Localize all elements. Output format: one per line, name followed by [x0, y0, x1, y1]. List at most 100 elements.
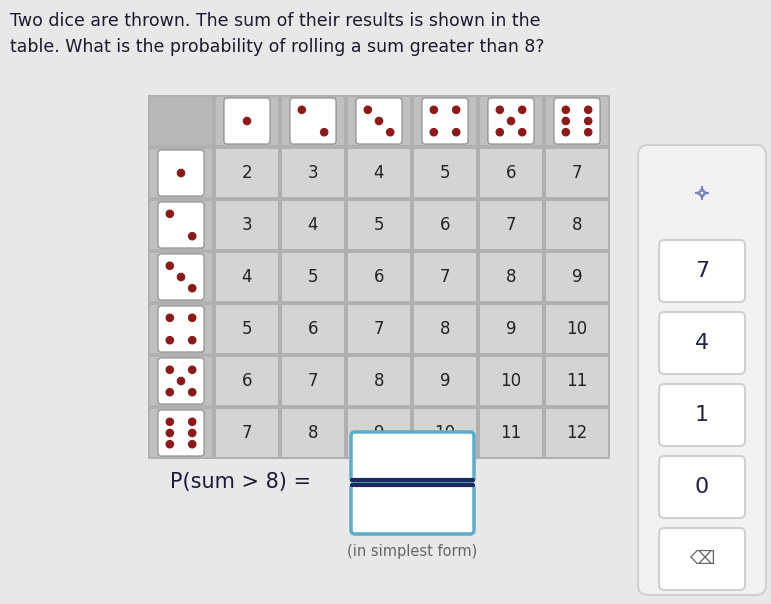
FancyBboxPatch shape [480, 357, 542, 405]
Circle shape [430, 129, 437, 136]
FancyBboxPatch shape [546, 253, 608, 301]
FancyBboxPatch shape [150, 409, 212, 457]
Text: 8: 8 [506, 268, 517, 286]
FancyBboxPatch shape [282, 357, 344, 405]
FancyBboxPatch shape [414, 357, 476, 405]
Text: 8: 8 [439, 320, 450, 338]
Circle shape [497, 129, 503, 136]
Text: 7: 7 [695, 261, 709, 281]
Circle shape [177, 274, 184, 281]
Circle shape [167, 366, 173, 373]
FancyBboxPatch shape [216, 305, 278, 353]
FancyBboxPatch shape [546, 409, 608, 457]
FancyBboxPatch shape [348, 201, 410, 249]
Text: 11: 11 [567, 372, 588, 390]
Text: 6: 6 [374, 268, 384, 286]
FancyBboxPatch shape [348, 149, 410, 197]
Circle shape [321, 129, 328, 136]
FancyBboxPatch shape [488, 98, 534, 144]
Circle shape [189, 418, 196, 425]
Text: ⌫: ⌫ [689, 550, 715, 568]
Text: 5: 5 [242, 320, 252, 338]
Text: 8: 8 [308, 424, 318, 442]
FancyBboxPatch shape [216, 253, 278, 301]
FancyBboxPatch shape [150, 357, 212, 405]
Text: 6: 6 [506, 164, 517, 182]
FancyBboxPatch shape [422, 98, 468, 144]
Text: 3: 3 [308, 164, 318, 182]
Circle shape [189, 233, 196, 240]
FancyBboxPatch shape [150, 149, 212, 197]
Text: 10: 10 [434, 424, 456, 442]
Circle shape [584, 117, 592, 124]
FancyBboxPatch shape [554, 98, 600, 144]
FancyBboxPatch shape [150, 201, 212, 249]
Text: 3: 3 [241, 216, 252, 234]
Circle shape [430, 106, 437, 114]
Circle shape [298, 106, 305, 114]
Text: 9: 9 [374, 424, 384, 442]
Text: 2: 2 [241, 164, 252, 182]
Circle shape [453, 106, 460, 114]
FancyBboxPatch shape [290, 98, 336, 144]
FancyBboxPatch shape [216, 97, 278, 145]
Circle shape [167, 314, 173, 321]
FancyBboxPatch shape [546, 357, 608, 405]
Text: 0: 0 [695, 477, 709, 497]
Circle shape [189, 440, 196, 448]
FancyBboxPatch shape [216, 201, 278, 249]
Circle shape [189, 284, 196, 292]
Text: 5: 5 [374, 216, 384, 234]
FancyBboxPatch shape [158, 358, 204, 404]
FancyBboxPatch shape [414, 409, 476, 457]
FancyBboxPatch shape [356, 98, 402, 144]
FancyBboxPatch shape [480, 253, 542, 301]
Text: 10: 10 [567, 320, 588, 338]
Circle shape [167, 418, 173, 425]
Circle shape [167, 210, 173, 217]
Circle shape [584, 106, 592, 114]
Text: P(sum > 8) =: P(sum > 8) = [170, 472, 311, 492]
Text: 10: 10 [500, 372, 521, 390]
Circle shape [562, 129, 570, 136]
Text: 5: 5 [439, 164, 450, 182]
Text: 7: 7 [439, 268, 450, 286]
Circle shape [497, 106, 503, 114]
FancyBboxPatch shape [150, 97, 212, 145]
FancyBboxPatch shape [659, 456, 745, 518]
Text: 6: 6 [242, 372, 252, 390]
Circle shape [364, 106, 372, 114]
FancyBboxPatch shape [546, 201, 608, 249]
FancyBboxPatch shape [480, 201, 542, 249]
FancyBboxPatch shape [414, 305, 476, 353]
FancyBboxPatch shape [480, 149, 542, 197]
Circle shape [244, 117, 251, 124]
Text: table. What is the probability of rolling a sum greater than 8?: table. What is the probability of rollin… [10, 38, 544, 56]
FancyBboxPatch shape [414, 253, 476, 301]
FancyBboxPatch shape [282, 149, 344, 197]
Text: 9: 9 [572, 268, 582, 286]
Text: 9: 9 [439, 372, 450, 390]
FancyBboxPatch shape [158, 202, 204, 248]
FancyBboxPatch shape [282, 201, 344, 249]
Text: 4: 4 [242, 268, 252, 286]
FancyBboxPatch shape [414, 97, 476, 145]
Text: 11: 11 [500, 424, 522, 442]
Circle shape [189, 388, 196, 396]
FancyBboxPatch shape [150, 253, 212, 301]
Circle shape [167, 388, 173, 396]
Circle shape [519, 129, 526, 136]
FancyBboxPatch shape [348, 305, 410, 353]
FancyBboxPatch shape [216, 357, 278, 405]
Circle shape [189, 336, 196, 344]
Text: 7: 7 [374, 320, 384, 338]
Circle shape [189, 366, 196, 373]
Text: 6: 6 [439, 216, 450, 234]
FancyBboxPatch shape [348, 357, 410, 405]
Text: 4: 4 [374, 164, 384, 182]
Circle shape [584, 129, 592, 136]
FancyBboxPatch shape [414, 201, 476, 249]
Text: 7: 7 [572, 164, 582, 182]
FancyBboxPatch shape [351, 432, 474, 482]
FancyBboxPatch shape [659, 240, 745, 302]
